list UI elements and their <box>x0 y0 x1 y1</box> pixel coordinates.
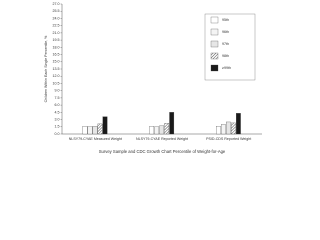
legend-swatch <box>210 40 219 48</box>
bar <box>87 126 93 135</box>
x-axis-title: Survey Sample and CDC Growth Chart Perce… <box>99 149 226 154</box>
bar <box>154 126 160 135</box>
legend-swatch <box>210 52 219 60</box>
y-tick-label: 13.5 <box>53 67 60 71</box>
x-tick-label: NLSY79-CYAE Reported Weight <box>136 137 188 141</box>
y-tick-label: 0.0 <box>55 132 60 136</box>
y-tick-label: 1.5 <box>55 125 60 129</box>
bar <box>92 126 98 135</box>
legend-swatch <box>210 28 219 36</box>
y-tick-label: 9.0 <box>55 89 60 93</box>
legend-label: 95th <box>222 18 229 22</box>
y-tick-label: 6.0 <box>55 103 60 107</box>
y-tick-label: 4.5 <box>55 110 60 114</box>
y-tick-label: 10.5 <box>53 81 60 85</box>
y-tick-label: 15.0 <box>53 60 60 64</box>
bar <box>159 125 165 135</box>
y-tick-label: 12.0 <box>53 74 60 78</box>
y-tick-label: 21.0 <box>53 31 60 35</box>
bar <box>102 116 108 135</box>
legend-label: 96th <box>222 30 229 34</box>
y-tick-label: 7.5 <box>55 96 60 100</box>
bar <box>226 121 231 135</box>
y-axis-title: Children Within Each Single Percentile, … <box>44 35 48 103</box>
x-tick-label: PSID-CDS Reported Weight <box>206 137 251 141</box>
bar <box>164 123 170 135</box>
y-tick-label: 24.0 <box>53 16 60 20</box>
bar <box>231 122 236 135</box>
bar <box>216 126 221 135</box>
chart: Children Within Each Single Percentile, … <box>44 2 262 154</box>
x-tick-label: NLSY79-CYAE Measured Weight <box>69 137 122 141</box>
legend-label: ≥99th <box>222 66 231 70</box>
y-tick-label: 27.0 <box>53 2 60 6</box>
legend-label: 98th <box>222 54 229 58</box>
bar <box>221 124 226 135</box>
bar <box>169 112 175 135</box>
legend-swatch <box>210 64 219 72</box>
y-tick-label: 19.5 <box>53 38 60 42</box>
bar <box>97 123 103 135</box>
y-tick-label: 18.0 <box>53 45 60 49</box>
y-tick-label: 25.5 <box>53 9 60 13</box>
y-tick-label: 22.5 <box>53 24 60 28</box>
y-tick-label: 16.5 <box>53 53 60 57</box>
bar <box>149 126 155 135</box>
legend-swatch <box>210 16 219 24</box>
page: {"chart_data": {"type": "bar", "y_label"… <box>43 1 262 155</box>
legend-label: 97th <box>222 42 229 46</box>
bar <box>82 126 88 135</box>
bar <box>236 113 241 135</box>
y-tick-label: 3.0 <box>55 118 60 122</box>
